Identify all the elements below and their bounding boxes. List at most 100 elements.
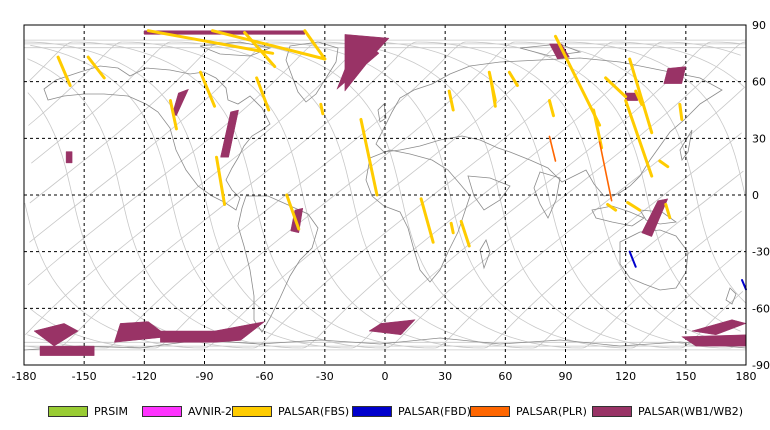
legend-swatch-palsar-wb	[592, 405, 632, 417]
lon-tick-label: -150	[72, 370, 97, 383]
lat-tick-label: 60	[752, 76, 766, 89]
fbs-swath	[447, 89, 455, 112]
lon-tick-label: 180	[736, 370, 757, 383]
orbit-track	[24, 41, 746, 349]
longitude-labels: -180 -150 -120 -90 -60 -30 0 30 60 90 120 150 180	[12, 370, 757, 383]
fbs-swath	[303, 29, 327, 61]
legend-label-palsar-wb: PALSAR(WB1/WB2)	[638, 404, 744, 418]
wb-swath	[160, 330, 215, 343]
coverage-palsar-fbd	[628, 250, 747, 291]
fbs-swath	[606, 202, 618, 212]
orbit-track	[31, 41, 744, 349]
legend-label-prsim: PRSIM	[94, 404, 128, 418]
lon-tick-label: 60	[498, 370, 512, 383]
legend-item-palsar-plr: PALSAR(PLR)	[470, 403, 587, 419]
orbit-track	[30, 41, 743, 349]
fbs-swath	[449, 221, 455, 235]
fbs-swath	[678, 102, 684, 121]
fbs-swath	[459, 219, 471, 248]
lon-tick-label: 0	[382, 370, 389, 383]
coverage-palsar-wb1-wb2	[33, 30, 747, 356]
wb-swath	[33, 323, 79, 347]
fbs-swath	[604, 76, 628, 99]
coverage-palsar-fbs	[56, 29, 684, 248]
legend-item-prsim: PRSIM	[48, 403, 128, 419]
lon-tick-label: 150	[675, 370, 696, 383]
legend-swatch-prsim	[48, 405, 88, 417]
fbs-swath	[56, 55, 72, 87]
coastlines	[23, 41, 747, 351]
lon-tick-label: 90	[559, 370, 573, 383]
legend-swatch-palsar-fbs	[232, 405, 272, 417]
wb-swath	[641, 198, 669, 237]
legend-label-palsar-plr: PALSAR(PLR)	[516, 404, 587, 418]
orbit-track	[171, 41, 533, 349]
wb-swath	[172, 88, 189, 117]
orbit-track	[220, 41, 582, 349]
lon-tick-label: 120	[615, 370, 636, 383]
lon-tick-label: 30	[438, 370, 452, 383]
fbs-swath	[419, 197, 435, 244]
lat-tick-label: 90	[752, 19, 766, 32]
plr-swath	[548, 135, 557, 162]
fbs-swath	[658, 159, 670, 169]
legend-item-palsar-fbs: PALSAR(FBS)	[232, 403, 349, 419]
legend-item-palsar-wb: PALSAR(WB1/WB2)	[592, 403, 743, 419]
lat-tick-label: 0	[752, 189, 759, 202]
plr-swath	[598, 141, 613, 202]
map-frame	[23, 24, 747, 366]
lon-tick-label: -180	[12, 370, 37, 383]
fbs-swath	[592, 108, 604, 150]
latitude-labels: 90 60 30 0 -30 -60 -90	[752, 19, 770, 372]
wb-swath	[39, 345, 95, 356]
fbs-swath	[211, 29, 327, 61]
fbs-swath	[634, 89, 644, 106]
fbs-swath	[215, 155, 227, 206]
lat-tick-label: -90	[752, 359, 770, 372]
orbit-track	[29, 41, 747, 349]
legend-label-palsar-fbs: PALSAR(FBS)	[278, 404, 350, 418]
legend-swatch-palsar-fbd	[352, 405, 392, 417]
lat-tick-label: -30	[752, 246, 770, 259]
legend-item-palsar-fbd: PALSAR(FBD)	[352, 403, 471, 419]
wb-swath	[65, 151, 73, 164]
fbs-swath	[628, 57, 654, 135]
lon-tick-label: -90	[196, 370, 214, 383]
fbs-swath	[507, 70, 519, 87]
fbs-swath	[547, 99, 555, 118]
fbs-swath	[626, 201, 642, 212]
wb-swath	[214, 321, 265, 343]
fbs-swath	[243, 31, 277, 69]
legend-label-avnir2: AVNIR-2	[188, 404, 232, 418]
lon-tick-label: -60	[256, 370, 274, 383]
legend-label-palsar-fbd: PALSAR(FBD)	[398, 404, 471, 418]
fbs-swath	[624, 99, 654, 178]
lon-tick-label: -30	[316, 370, 334, 383]
fbs-swath	[86, 55, 106, 80]
lat-tick-label: 30	[752, 132, 766, 145]
fbs-swath	[359, 117, 379, 197]
coverage-palsar-plr	[548, 135, 613, 202]
fbs-swath	[168, 99, 178, 131]
fbs-swath	[319, 102, 325, 116]
wb-swath	[220, 109, 239, 158]
fbs-swath	[146, 29, 275, 55]
legend-swatch-avnir2	[142, 405, 182, 417]
wb-swath	[336, 43, 380, 90]
lat-tick-label: -60	[752, 302, 770, 315]
fbs-swath	[489, 80, 497, 108]
fbd-swath	[740, 279, 747, 291]
lat-lon-grid	[24, 25, 746, 365]
orbit-track	[154, 41, 516, 349]
lon-tick-label: -120	[132, 370, 157, 383]
fbd-swath	[628, 250, 637, 268]
fbs-swath	[255, 76, 271, 112]
legend-item-avnir2: AVNIR-2	[142, 403, 232, 419]
legend-swatch-palsar-plr	[470, 405, 510, 417]
fbs-swath	[664, 202, 672, 220]
wb-swath	[368, 319, 416, 336]
legend: PRSIM AVNIR-2 PALSAR(FBS) PALSAR(FBD) PA…	[0, 400, 770, 422]
fbs-swath	[198, 70, 217, 108]
wb-swath	[663, 66, 687, 84]
